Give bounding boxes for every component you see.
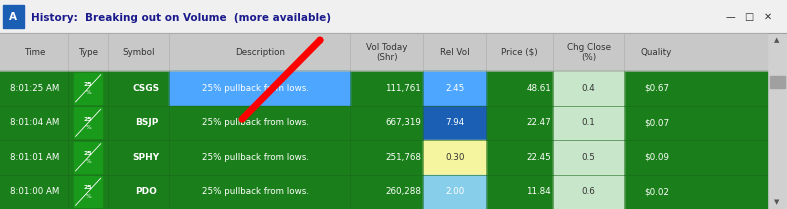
Bar <box>0 106 767 140</box>
Text: 0.30: 0.30 <box>445 153 464 162</box>
Text: 0.4: 0.4 <box>582 84 596 93</box>
Text: 8:01:04 AM: 8:01:04 AM <box>9 118 59 127</box>
FancyArrowPatch shape <box>242 40 320 119</box>
Bar <box>423 140 486 175</box>
Text: Vol Today
(Shr): Vol Today (Shr) <box>366 43 408 62</box>
Bar <box>767 33 787 209</box>
Text: Rel Vol: Rel Vol <box>440 48 470 57</box>
Text: A: A <box>9 12 17 22</box>
Bar <box>74 142 102 173</box>
Bar <box>0 140 767 175</box>
Bar <box>423 175 486 209</box>
Bar <box>553 140 624 175</box>
Bar <box>0 175 767 209</box>
Text: 48.61: 48.61 <box>527 84 551 93</box>
Text: $0.09: $0.09 <box>644 153 669 162</box>
Text: SPHY: SPHY <box>133 153 160 162</box>
Text: %: % <box>85 194 91 199</box>
Text: Symbol: Symbol <box>122 48 155 57</box>
Text: 25% pullback from lows.: 25% pullback from lows. <box>202 84 309 93</box>
Text: 2.00: 2.00 <box>445 187 464 196</box>
Text: —: — <box>726 12 735 22</box>
Text: 8:01:25 AM: 8:01:25 AM <box>9 84 59 93</box>
Text: 2.45: 2.45 <box>445 84 464 93</box>
Text: PDO: PDO <box>135 187 157 196</box>
Bar <box>553 106 624 140</box>
Text: BSJP: BSJP <box>135 118 158 127</box>
Text: 11.84: 11.84 <box>527 187 551 196</box>
Text: Price ($): Price ($) <box>501 48 538 57</box>
Text: History:  Breaking out on Volume  (more available): History: Breaking out on Volume (more av… <box>31 13 331 23</box>
Text: 111,761: 111,761 <box>386 84 421 93</box>
Text: $0.67: $0.67 <box>644 84 669 93</box>
Text: Type: Type <box>78 48 98 57</box>
Text: 25: 25 <box>83 117 93 121</box>
Text: 260,288: 260,288 <box>385 187 421 196</box>
Bar <box>423 106 486 140</box>
Bar <box>3 5 24 28</box>
Text: ▲: ▲ <box>774 38 780 44</box>
Bar <box>74 176 102 207</box>
Text: 7.94: 7.94 <box>445 118 464 127</box>
Bar <box>770 76 785 88</box>
Bar <box>169 175 350 209</box>
Text: $0.07: $0.07 <box>644 118 669 127</box>
Text: 25: 25 <box>83 82 93 87</box>
Text: $0.02: $0.02 <box>644 187 669 196</box>
Text: 22.45: 22.45 <box>527 153 551 162</box>
Bar <box>553 175 624 209</box>
Text: 251,768: 251,768 <box>385 153 421 162</box>
Text: Chg Close
(%): Chg Close (%) <box>567 43 611 62</box>
Bar <box>74 73 102 104</box>
Text: 25: 25 <box>83 151 93 156</box>
Text: 0.5: 0.5 <box>582 153 596 162</box>
Text: 25% pullback from lows.: 25% pullback from lows. <box>202 118 309 127</box>
Text: Quality: Quality <box>641 48 672 57</box>
Bar <box>553 71 624 106</box>
Text: 25: 25 <box>83 186 93 190</box>
Bar <box>169 71 350 106</box>
Text: 8:01:00 AM: 8:01:00 AM <box>9 187 59 196</box>
Text: 22.47: 22.47 <box>527 118 551 127</box>
Bar <box>423 71 486 106</box>
Text: Description: Description <box>235 48 285 57</box>
Bar <box>0 0 787 33</box>
Text: %: % <box>85 90 91 95</box>
Text: ▼: ▼ <box>774 199 780 205</box>
Text: CSGS: CSGS <box>133 84 160 93</box>
Bar <box>169 106 350 140</box>
Bar <box>74 107 102 139</box>
Text: 0.1: 0.1 <box>582 118 596 127</box>
Text: %: % <box>85 159 91 164</box>
Text: 0.6: 0.6 <box>582 187 596 196</box>
Text: 25% pullback from lows.: 25% pullback from lows. <box>202 153 309 162</box>
Text: 667,319: 667,319 <box>385 118 421 127</box>
Text: □: □ <box>745 12 754 22</box>
Bar <box>0 33 767 71</box>
Text: %: % <box>85 125 91 130</box>
Bar <box>169 140 350 175</box>
Text: Time: Time <box>24 48 45 57</box>
Text: 8:01:01 AM: 8:01:01 AM <box>9 153 59 162</box>
Bar <box>0 71 767 106</box>
Text: ✕: ✕ <box>764 12 772 22</box>
Text: 25% pullback from lows.: 25% pullback from lows. <box>202 187 309 196</box>
